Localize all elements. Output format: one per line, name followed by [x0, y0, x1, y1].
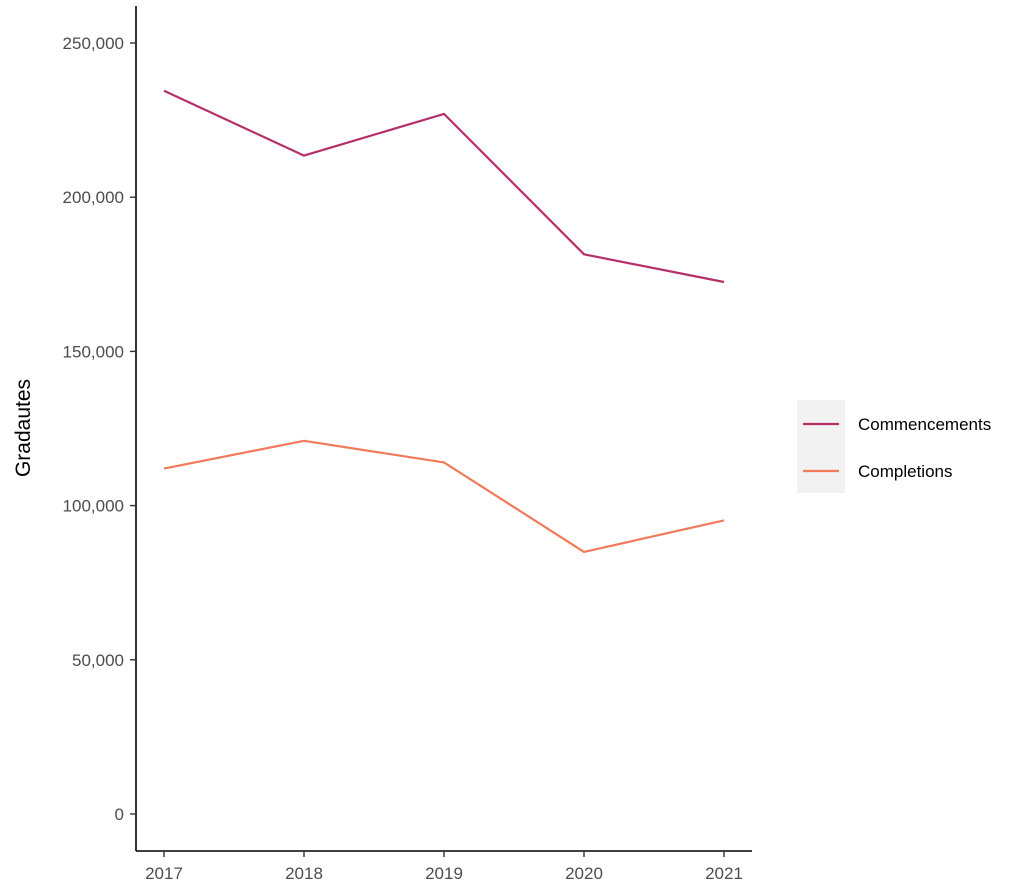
y-tick-label: 0: [115, 805, 124, 824]
y-tick-label: 150,000: [63, 342, 124, 361]
legend: Commencements Completions: [797, 400, 991, 493]
plot-lines: [163, 89, 725, 554]
y-axis-title: Gradautes: [12, 379, 35, 477]
legend-background: [797, 400, 845, 493]
series-line-commencements: [163, 89, 725, 284]
y-tick-label: 200,000: [63, 188, 124, 207]
series-line-completions: [163, 439, 725, 554]
y-axis-ticks: 0 50,000 100,000 150,000 200,000 250,000: [63, 34, 136, 824]
legend-label-completions: Completions: [858, 462, 953, 481]
x-tick-label: 2018: [285, 864, 323, 883]
y-tick-label: 50,000: [72, 651, 124, 670]
y-tick-label: 100,000: [63, 497, 124, 516]
x-tick-label: 2017: [145, 864, 183, 883]
x-tick-label: 2020: [565, 864, 603, 883]
x-tick-label: 2021: [705, 864, 743, 883]
x-tick-label: 2019: [425, 864, 463, 883]
x-axis-ticks: 2017 2018 2019 2020 2021: [145, 851, 743, 883]
legend-label-commencements: Commencements: [858, 415, 991, 434]
y-tick-label: 250,000: [63, 34, 124, 53]
